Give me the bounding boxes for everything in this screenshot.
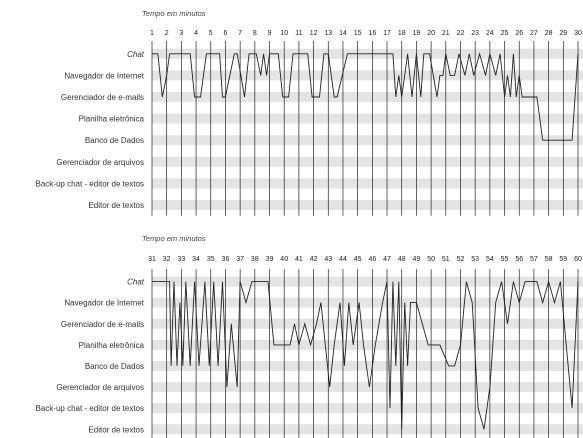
x-tick-label: 31 [148,256,156,263]
x-tick-label: 36 [222,256,230,263]
x-tick-label: 49 [413,256,421,263]
chart-title: Tempo em minutos [142,234,206,243]
x-tick-label: 37 [236,256,244,263]
chart-panel-2: Tempo em minutos 31 32 33 34 35 36 37 38 39 40 41 42… [36,234,583,438]
x-tick-label: 10 [280,30,288,37]
row-band [152,360,583,371]
x-tick-label: 1 [150,30,154,37]
x-tick-label: 42 [310,256,318,263]
row-band [152,339,583,350]
category-label: Back-up chat - editor de textos [36,179,145,188]
category-label: Gerenciador de e-mails [61,93,144,102]
row-band [152,297,583,308]
x-tick-label: 20 [427,30,435,37]
x-tick-label: 18 [398,30,406,37]
series-line [152,279,579,430]
x-tick-label: 25 [501,30,509,37]
x-tick-label: 15 [354,30,362,37]
category-label: Back-up chat - editor de textos [36,404,145,413]
chart-title: Tempo em minutos [142,9,206,18]
x-tick-label: 26 [515,30,523,37]
x-tick-label: 52 [457,256,465,263]
x-tick-label: 40 [280,256,288,263]
x-tick-label: 57 [530,256,538,263]
x-tick-label: 17 [383,30,391,37]
category-label: Banco de Dados [85,362,144,371]
x-tick-label: 21 [442,30,450,37]
x-tick-label: 54 [486,256,494,263]
row-band [152,70,583,81]
category-label: Planilha eletrônica [79,341,145,350]
x-tick-label: 24 [486,30,494,37]
row-band [152,156,583,167]
x-tick-label: 34 [192,256,200,263]
x-tick-label: 5 [209,30,213,37]
x-tick-label: 27 [530,30,538,37]
category-label: Navegador de Internet [64,71,144,80]
x-tick-label: 59 [559,256,567,263]
x-tick-label: 12 [310,30,318,37]
x-tick-label: 4 [194,30,198,37]
category-label: Gerenciador de arquivos [56,158,144,167]
x-tick-label: 7 [238,30,242,37]
x-tick-label: 6 [223,30,227,37]
x-tick-label: 28 [545,30,553,37]
x-tick-label: 19 [413,30,421,37]
category-label: Chat [127,278,145,287]
x-tick-label: 55 [501,256,509,263]
x-tick-label: 56 [515,256,523,263]
x-tick-label: 38 [251,256,259,263]
x-tick-label: 3 [179,30,183,37]
category-label: Editor de textos [88,201,144,210]
x-tick-label: 48 [398,256,406,263]
x-tick-label: 53 [471,256,479,263]
x-tick-label: 2 [165,30,169,37]
x-tick-label: 50 [427,256,435,263]
x-tick-label: 60 [574,256,582,263]
row-band [152,135,583,146]
x-tick-label: 32 [163,256,171,263]
row-band [152,424,583,435]
x-tick-label: 9 [268,30,272,37]
x-tick-label: 33 [177,256,185,263]
row-band [152,382,583,393]
row-band [152,92,583,102]
row-band [152,113,583,124]
x-tick-label: 11 [295,30,302,37]
category-label: Gerenciador de arquivos [56,383,144,392]
x-tick-label: 41 [295,256,303,263]
x-tick-label: 30 [574,30,582,37]
x-tick-label: 8 [253,30,257,37]
x-tick-label: 35 [207,256,215,263]
x-tick-label: 51 [442,256,450,263]
category-label: Banco de Dados [85,136,144,145]
x-tick-label: 22 [457,30,465,37]
category-label: Editor de textos [88,425,144,434]
x-tick-label: 29 [559,30,567,37]
x-tick-label: 45 [354,256,362,263]
row-band [152,276,583,287]
x-tick-label: 46 [368,256,376,263]
row-band [152,403,583,414]
row-band [152,200,583,210]
x-tick-label: 43 [324,256,332,263]
category-label: Planilha eletrônica [79,115,145,124]
x-tick-label: 13 [324,30,332,37]
x-tick-label: 58 [545,256,553,263]
series-line [152,52,579,141]
row-band [152,178,583,189]
x-tick-label: 23 [471,30,479,37]
x-tick-label: 16 [368,30,376,37]
category-label: Chat [127,50,145,59]
category-label: Gerenciador de e-mails [61,320,144,329]
x-tick-label: 14 [339,30,347,37]
category-label: Navegador de Internet [64,299,144,308]
x-tick-label: 44 [339,256,347,263]
row-band [152,318,583,329]
x-tick-label: 39 [266,256,274,263]
x-tick-label: 47 [383,256,391,263]
